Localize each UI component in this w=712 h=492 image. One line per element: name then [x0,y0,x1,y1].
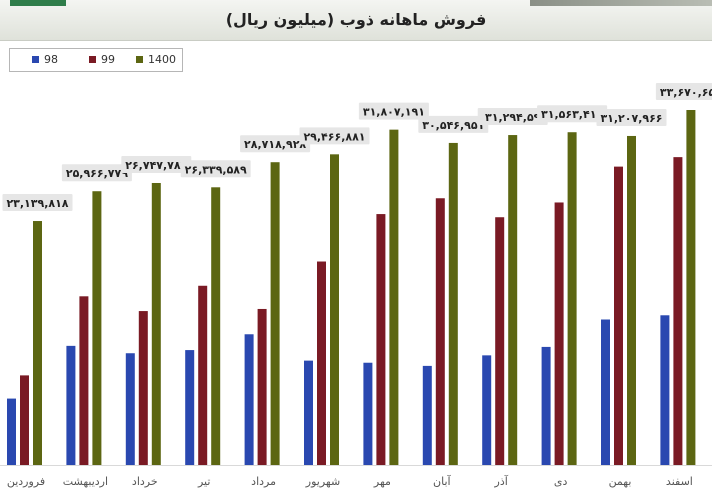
legend-swatch-1400 [136,56,143,63]
data-label-box-11 [596,108,667,126]
data-label-box-12 [655,83,712,100]
category-label-12: اسفند [666,475,693,488]
chart-title: فروش ماهانه ذوب (میلیون ریال) [225,10,487,29]
category-label-9: آذر [494,474,509,488]
legend-swatch-98 [32,56,39,63]
legend-label-1400: 1400 [148,53,176,66]
data-label-box-3 [121,155,192,173]
category-label-10: دی [554,475,568,488]
data-label-10: ۳۱,۵۶۳,۴۱۷ [541,108,603,121]
data-label-8: ۳۰,۵۴۶,۹۵۱ [422,119,484,132]
category-label-7: مهر [373,475,391,488]
bar-98-12 [660,315,670,465]
chart-legend: 98 99 1400 [9,48,183,72]
title-accent-left [10,0,66,6]
data-label-1: ۲۳,۱۳۹,۸۱۸ [6,197,68,210]
bar-99-4 [198,285,208,465]
bar-99-8 [435,198,445,465]
bar-99-9 [495,217,505,465]
data-label-6: ۲۹,۴۶۶,۸۸۱ [303,130,365,143]
data-label-11: ۳۱,۲۰۷,۹۶۶ [600,112,662,125]
bar-98-9 [482,355,492,465]
category-label-5: مرداد [251,475,276,488]
data-label-3: ۲۶,۷۴۷,۷۸۴ [125,159,187,172]
data-label-box-9 [477,108,548,126]
bar-98-11 [601,319,610,465]
bar-1400-9 [508,135,518,466]
bar-1400-3 [151,182,161,466]
data-label-box-5 [240,135,311,153]
bar-98-3 [125,353,135,465]
bar-1400-6 [330,154,339,465]
bar-98-4 [185,350,195,465]
data-label-4: ۲۶,۳۳۹,۵۸۹ [185,163,247,176]
bar-1400-7 [389,129,399,465]
bar-99-12 [673,157,683,465]
bar-98-1 [7,398,16,465]
bar-99-7 [376,214,386,465]
bar-99-6 [317,261,326,465]
bar-98-2 [66,345,76,465]
bar-98-5 [244,334,254,465]
bar-99-2 [79,296,89,465]
bar-98-10 [541,346,551,465]
category-label-2: اردیبهشت [63,475,108,488]
data-label-box-6 [299,127,370,145]
bar-1400-12 [686,110,696,465]
bar-98-7 [363,362,373,465]
bar-1400-1 [33,221,42,465]
data-label-2: ۲۵,۹۶۶,۷۷۹ [66,167,128,180]
data-label-box-7 [358,102,429,120]
bar-99-3 [138,311,148,465]
bar-1400-8 [448,142,458,465]
data-label-box-1 [2,194,73,212]
bar-99-1 [20,375,29,465]
category-label-3: خرداد [132,475,158,488]
bar-99-10 [554,202,564,466]
bar-98-6 [304,360,313,465]
bar-98-8 [422,365,432,465]
bar-1400-2 [92,191,102,466]
category-label-6: شهریور [305,475,340,488]
bar-1400-10 [567,132,577,465]
data-label-box-2 [61,164,132,182]
bar-1400-11 [627,135,636,465]
data-label-box-4 [180,160,251,178]
data-label-7: ۳۱,۸۰۷,۱۹۱ [363,106,425,119]
bar-1400-5 [270,162,280,465]
data-label-box-8 [418,115,489,133]
legend-label-99: 99 [101,53,115,66]
data-label-box-10 [537,105,608,123]
legend-label-98: 98 [44,53,58,66]
category-label-1: فروردین [7,475,45,488]
chart-title-bar: فروش ماهانه ذوب (میلیون ریال) [0,0,712,41]
data-label-5: ۲۸,۷۱۸,۹۲۸ [244,138,306,151]
data-label-12: ۳۳,۶۷۰,۶۵۶ [660,86,712,99]
bar-99-11 [614,166,623,466]
legend-swatch-99 [89,56,96,63]
title-accent-right [530,0,712,6]
category-label-11: بهمن [609,475,632,488]
category-label-8: آبان [433,474,451,488]
bar-99-5 [257,308,267,465]
bar-1400-4 [211,187,221,465]
data-label-9: ۳۱,۲۹۴,۵۹ [485,111,541,124]
category-label-4: تیر [197,475,210,488]
